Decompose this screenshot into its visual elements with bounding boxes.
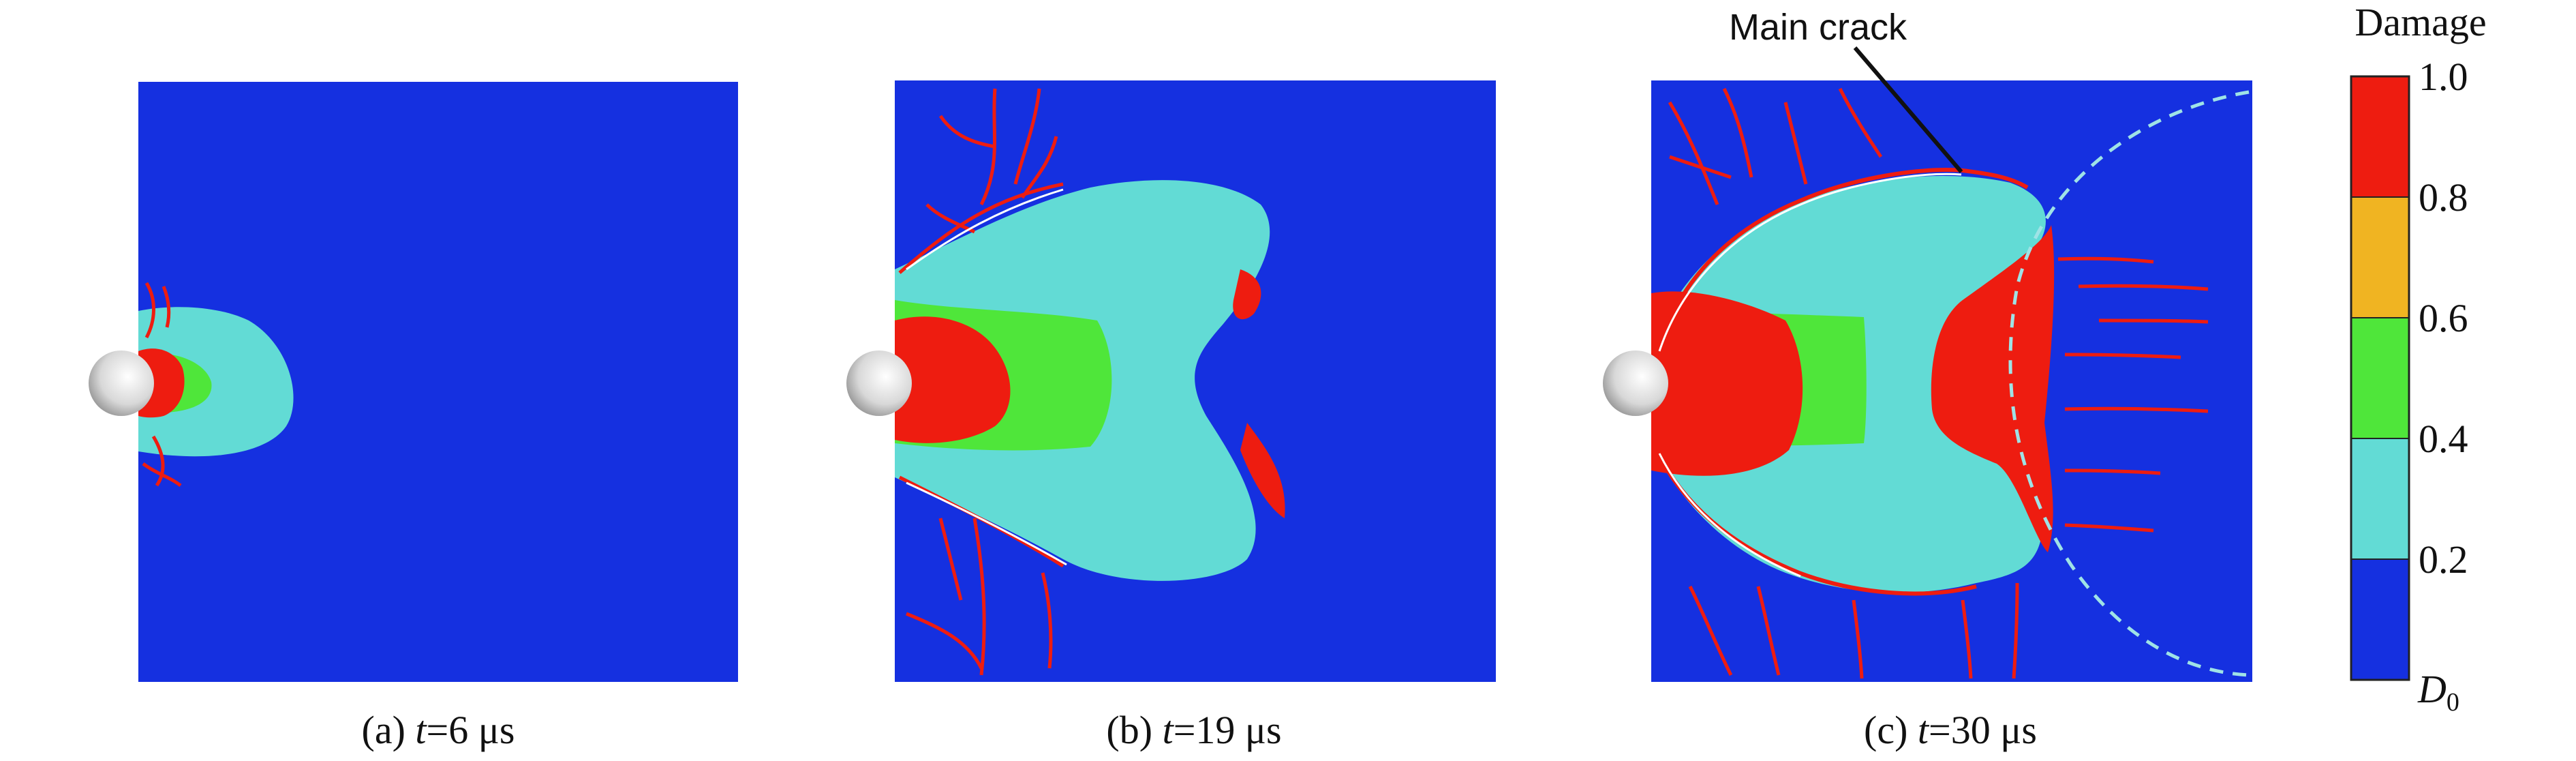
panel-c-projectile: [1603, 350, 1668, 416]
colorbar-band-mid: [2351, 318, 2409, 438]
panel-b-damage-patch-lower: [1240, 423, 1285, 518]
caption-c-t: t: [1918, 708, 1930, 752]
panel-c-damage-zone-full-left: [1651, 291, 1803, 476]
panel-c-cracks: [1668, 87, 2209, 679]
colorbar-tick-label: 0.8: [2419, 175, 2468, 220]
panel-c-damage-zone-full-right: [1931, 225, 2055, 552]
caption-c-eq: =30 μs: [1929, 708, 2037, 752]
colorbar-tick-label: 1.0: [2419, 55, 2468, 99]
panel-b-crack-outline: [906, 188, 1067, 566]
colorbar-band-low: [2351, 438, 2409, 559]
caption-b-letter: (b): [1106, 708, 1162, 752]
colorbar-bottom-d: D: [2417, 667, 2447, 711]
panel-b-damage-zone-full: [895, 316, 1011, 443]
panel-b: [846, 80, 1496, 682]
panel-b-projectile: [846, 350, 912, 416]
panel-b-damage-patch-upper: [1233, 269, 1261, 320]
panel-c-crack-outline: [1658, 173, 1962, 578]
panel-a-damage-zone-full: [138, 348, 185, 418]
colorbar-band-full: [2351, 76, 2409, 197]
caption-c-letter: (c): [1864, 708, 1918, 752]
colorbar-band-d0: [2351, 559, 2409, 680]
colorbar-band-high: [2351, 197, 2409, 318]
main-crack-annotation: Main crack: [1729, 7, 1963, 173]
caption-b: (b) t=19 μs: [1106, 708, 1281, 752]
caption-a-t: t: [415, 708, 427, 752]
caption-a: (a) t=6 μs: [362, 708, 515, 752]
colorbar-bottom-sub: 0: [2447, 688, 2459, 717]
colorbar-bottom-label: D0: [2417, 667, 2459, 717]
colorbar: Damage 1.0 0.8 0.6 0.4 0.2 D0: [2350, 0, 2487, 717]
panel-a: [89, 82, 738, 682]
main-crack-leader-line: [1853, 46, 1963, 173]
colorbar-ticks: 1.0 0.8 0.6 0.4 0.2: [2419, 55, 2468, 582]
colorbar-tick-label: 0.2: [2419, 537, 2468, 582]
panel-c-main-crack: [1654, 168, 2029, 355]
colorbar-bands: [2351, 76, 2409, 680]
panel-c-wave-front: [2008, 90, 2250, 677]
caption-a-eq: =6 μs: [427, 708, 515, 752]
colorbar-title: Damage: [2355, 0, 2486, 44]
caption-a-letter: (a): [362, 708, 416, 752]
caption-b-eq: =19 μs: [1174, 708, 1282, 752]
colorbar-frame: [2350, 75, 2410, 681]
colorbar-tick-label: 0.6: [2419, 296, 2468, 340]
colorbar-tick-label: 0.4: [2419, 417, 2468, 461]
panel-a-damage-zone-low: [138, 307, 294, 457]
panel-c: [1603, 80, 2252, 682]
caption-c: (c) t=30 μs: [1864, 708, 2037, 752]
main-crack-label: Main crack: [1729, 7, 1907, 48]
caption-b-t: t: [1163, 708, 1175, 752]
panel-a-projectile: [89, 350, 154, 416]
panel-a-cracks: [142, 282, 182, 487]
